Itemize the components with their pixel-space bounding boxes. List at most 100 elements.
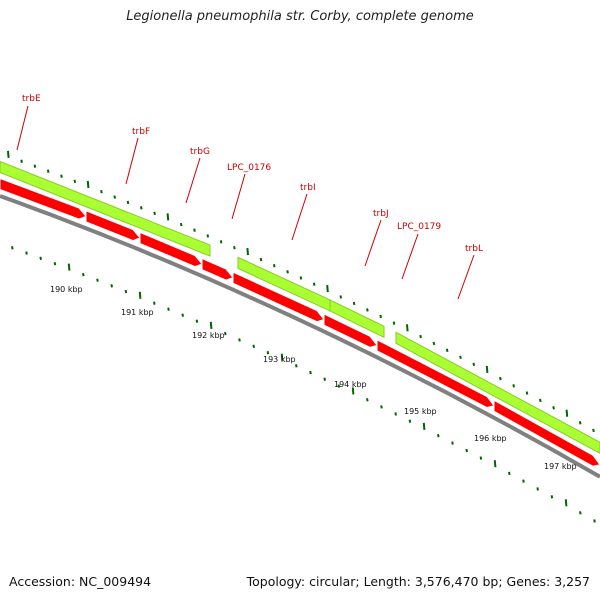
- outer-tick: [392, 321, 396, 325]
- inner-tick: [437, 434, 440, 438]
- reverse-gene-7: [493, 399, 600, 467]
- outer-tick: [299, 276, 303, 280]
- inner-tick: [280, 353, 284, 361]
- inner-tick: [209, 321, 213, 329]
- forward-strand-genes: [0, 160, 600, 454]
- kbp-label-193: 193 kbp: [263, 355, 296, 364]
- outer-tick: [259, 257, 263, 262]
- forward-gene-3: [395, 331, 600, 454]
- outer-tick: [379, 314, 382, 319]
- accession-text: Accession: NC_009494: [9, 574, 152, 589]
- inner-tick: [309, 370, 312, 375]
- inner-tick: [295, 364, 298, 368]
- inner-tick: [323, 377, 326, 381]
- outer-tick: [126, 200, 130, 205]
- inner-tick: [479, 456, 483, 460]
- outer-tick: [445, 348, 449, 353]
- outer-tick: [472, 362, 476, 367]
- outer-tick: [233, 245, 236, 250]
- reverse-gene-3: [201, 257, 234, 281]
- outer-tick: [86, 180, 90, 189]
- kbp-label-192: 192 kbp: [192, 331, 225, 340]
- outer-tick: [179, 222, 183, 227]
- reverse-gene-1: [85, 210, 141, 242]
- gene-label-trbe[interactable]: trbE: [22, 94, 41, 104]
- outer-tick: [246, 247, 249, 256]
- outer-tick: [100, 190, 103, 194]
- inner-tick: [167, 307, 170, 311]
- forward-gene-0: [0, 160, 211, 257]
- outer-tick: [485, 365, 489, 373]
- outer-tick: [33, 164, 37, 168]
- inner-tick: [124, 289, 128, 294]
- inner-tick: [522, 479, 525, 483]
- inner-tick: [39, 256, 42, 261]
- outer-tick: [46, 169, 50, 173]
- reverse-gene-5: [323, 313, 378, 348]
- outer-tick: [512, 384, 515, 388]
- inner-tick: [252, 344, 255, 348]
- outer-tick: [286, 270, 289, 274]
- gene-label-trbg[interactable]: trbG: [190, 147, 210, 157]
- gene-label-trbj[interactable]: trbJ: [373, 209, 389, 219]
- inner-tick: [153, 301, 156, 305]
- inner-tick: [96, 278, 99, 282]
- outer-tick: [7, 150, 10, 158]
- backbone-line: [0, 194, 600, 479]
- outer-tick: [273, 263, 276, 268]
- outer-tick: [525, 391, 529, 395]
- gene-label-lpc-0179[interactable]: LPC_0179: [397, 222, 441, 232]
- kbp-label-190: 190 kbp: [50, 285, 83, 294]
- inner-tick: [181, 313, 184, 317]
- inner-tick: [593, 519, 596, 523]
- outer-tick: [193, 228, 196, 232]
- outer-tick: [432, 341, 436, 346]
- outer-tick: [499, 376, 502, 381]
- inner-tick: [351, 387, 355, 395]
- leader-line-6: [401, 233, 419, 280]
- inner-tick: [408, 419, 412, 423]
- inner-tick: [82, 272, 85, 277]
- gene-label-trbf[interactable]: trbF: [132, 127, 150, 137]
- outer-tick: [73, 179, 77, 184]
- outer-scale-ticks: [7, 150, 595, 433]
- outer-tick: [592, 428, 595, 433]
- inner-tick: [25, 251, 28, 255]
- inner-tick: [337, 384, 341, 388]
- inner-tick: [238, 338, 241, 342]
- inner-tick: [380, 405, 383, 409]
- kbp-label-194: 194 kbp: [334, 380, 367, 389]
- inner-tick: [110, 284, 113, 288]
- inner-tick: [67, 263, 71, 271]
- gene-label-trbl[interactable]: trbL: [465, 244, 483, 254]
- leader-line-1: [125, 137, 139, 185]
- kbp-label-197: 197 kbp: [544, 462, 577, 471]
- outer-tick: [312, 282, 316, 286]
- inner-tick: [138, 291, 142, 299]
- gene-label-trbi[interactable]: trbI: [300, 183, 316, 193]
- reverse-gene-4: [232, 271, 325, 323]
- genome-summary-text: Topology: circular; Length: 3,576,470 bp…: [246, 574, 590, 589]
- inner-tick: [394, 412, 397, 416]
- outer-tick: [578, 421, 582, 425]
- inner-tick: [564, 499, 568, 507]
- inner-tick: [195, 319, 199, 323]
- inner-tick: [493, 460, 497, 468]
- outer-tick: [60, 174, 63, 178]
- map-title: Legionella pneumophila str. Corby, compl…: [126, 9, 474, 24]
- backbone: [0, 194, 600, 479]
- outer-tick: [166, 213, 170, 221]
- inner-tick: [536, 487, 539, 491]
- gene-label-lpc-0176[interactable]: LPC_0176: [227, 163, 271, 173]
- outer-tick: [20, 159, 23, 163]
- outer-tick: [113, 195, 116, 199]
- inner-tick: [579, 511, 582, 515]
- inner-tick: [266, 351, 270, 355]
- leader-line-2: [185, 157, 201, 204]
- inner-tick: [550, 495, 554, 499]
- outer-tick: [153, 211, 156, 216]
- inner-tick: [224, 331, 227, 336]
- outer-tick: [339, 295, 343, 299]
- outer-tick: [326, 284, 329, 293]
